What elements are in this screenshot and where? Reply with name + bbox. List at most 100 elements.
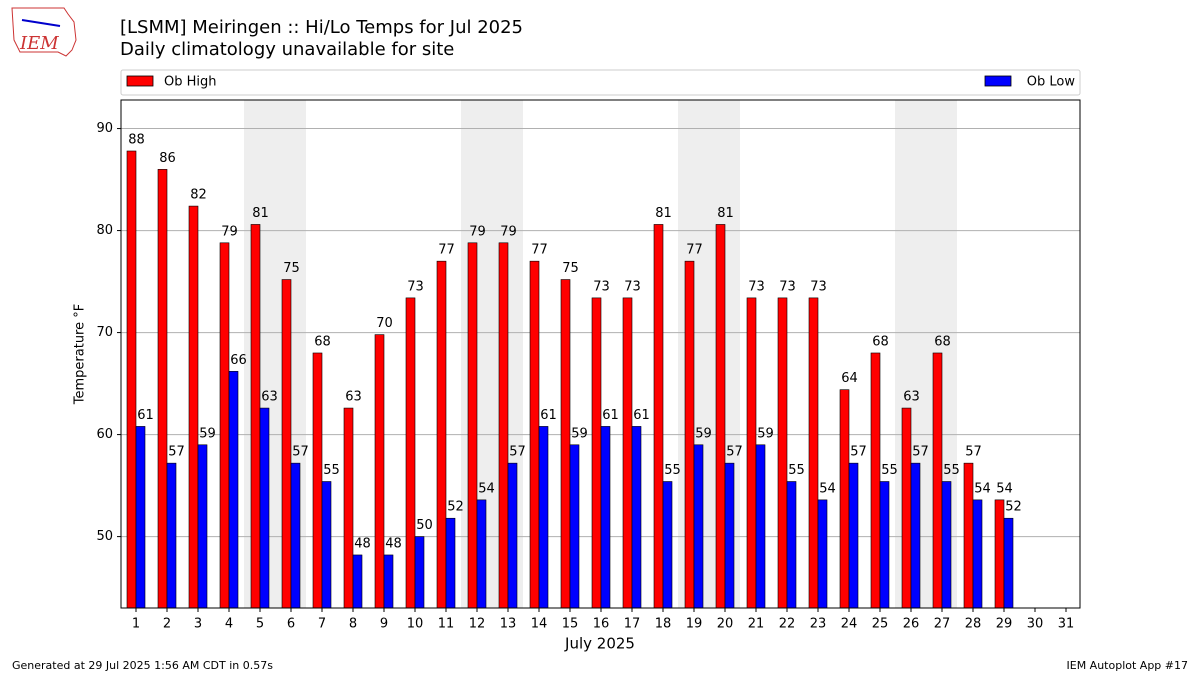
data-label: 57 xyxy=(965,445,982,460)
bar xyxy=(600,426,611,609)
bar xyxy=(529,260,540,609)
data-label: 57 xyxy=(292,445,309,460)
bar xyxy=(870,352,881,609)
y-tick-label: 50 xyxy=(96,529,113,544)
bar xyxy=(405,297,416,609)
data-label: 59 xyxy=(199,426,216,441)
bar xyxy=(414,536,425,609)
data-label: 59 xyxy=(695,426,712,441)
x-tick-label: 12 xyxy=(469,617,486,632)
bar xyxy=(228,371,239,609)
x-tick-label: 17 xyxy=(624,617,641,632)
data-label: 59 xyxy=(757,426,774,441)
bar xyxy=(188,205,199,609)
data-label: 73 xyxy=(810,279,827,294)
bar xyxy=(848,462,859,609)
bar xyxy=(166,462,177,609)
x-tick-label: 31 xyxy=(1058,617,1075,632)
x-tick-label: 11 xyxy=(438,617,455,632)
bar xyxy=(374,334,385,609)
data-label: 77 xyxy=(531,243,548,258)
data-label: 61 xyxy=(633,408,650,423)
data-label: 79 xyxy=(469,224,486,239)
data-label: 55 xyxy=(323,463,340,478)
data-label: 61 xyxy=(137,408,154,423)
data-label: 52 xyxy=(447,500,464,515)
data-label: 57 xyxy=(726,445,743,460)
data-label: 70 xyxy=(376,316,393,331)
logo: IEM xyxy=(11,7,77,57)
legend-swatch xyxy=(984,75,1012,87)
data-label: 68 xyxy=(934,334,951,349)
bar xyxy=(963,462,974,609)
bar xyxy=(746,297,757,609)
data-label: 54 xyxy=(819,481,836,496)
bar xyxy=(755,444,766,609)
x-tick-label: 20 xyxy=(717,617,734,632)
data-label: 55 xyxy=(881,463,898,478)
bar xyxy=(879,481,890,609)
bar xyxy=(445,517,456,609)
data-label: 61 xyxy=(540,408,557,423)
data-label: 86 xyxy=(159,151,176,166)
bar xyxy=(910,462,921,609)
x-tick-label: 18 xyxy=(655,617,672,632)
data-label: 57 xyxy=(912,445,929,460)
x-tick-label: 27 xyxy=(934,617,951,632)
data-label: 50 xyxy=(416,518,433,533)
x-tick-label: 5 xyxy=(256,617,264,632)
data-label: 48 xyxy=(354,536,371,551)
data-label: 75 xyxy=(283,261,300,276)
plot-frame xyxy=(120,99,1081,609)
bar xyxy=(994,499,1005,609)
data-label: 59 xyxy=(571,426,588,441)
data-label: 55 xyxy=(788,463,805,478)
bar xyxy=(507,462,518,609)
y-axis-label: Temperature °F xyxy=(73,304,88,405)
x-tick-label: 10 xyxy=(407,617,424,632)
bar xyxy=(901,407,912,609)
data-label: 54 xyxy=(974,481,991,496)
y-tick-label: 60 xyxy=(96,427,113,442)
bar xyxy=(662,481,673,609)
bar xyxy=(321,481,332,609)
bar xyxy=(259,407,270,609)
x-tick-label: 23 xyxy=(810,617,827,632)
data-label: 77 xyxy=(686,243,703,258)
bar xyxy=(817,499,828,609)
bar xyxy=(343,407,354,609)
bar xyxy=(281,279,292,609)
x-tick-label: 3 xyxy=(194,617,202,632)
legend xyxy=(120,69,1081,96)
x-tick-label: 25 xyxy=(872,617,889,632)
bar xyxy=(786,481,797,609)
data-label: 66 xyxy=(230,353,247,368)
bar xyxy=(476,499,487,609)
x-tick-label: 28 xyxy=(965,617,982,632)
x-tick-label: 14 xyxy=(531,617,548,632)
chart-subtitle: Daily climatology unavailable for site xyxy=(120,39,454,60)
bar xyxy=(560,279,571,609)
bar xyxy=(290,462,301,609)
data-label: 64 xyxy=(841,371,858,386)
x-tick-label: 16 xyxy=(593,617,610,632)
bar xyxy=(250,224,261,609)
footer-right: IEM Autoplot App #17 xyxy=(1067,659,1189,672)
bar xyxy=(538,426,549,609)
bar xyxy=(941,481,952,609)
x-tick-label: 29 xyxy=(996,617,1013,632)
x-tick-label: 13 xyxy=(500,617,517,632)
bar xyxy=(219,242,230,609)
bar xyxy=(693,444,704,609)
data-label: 61 xyxy=(602,408,619,423)
bar xyxy=(157,169,168,609)
chart-title: [LSMM] Meiringen :: Hi/Lo Temps for Jul … xyxy=(120,17,523,38)
data-label: 68 xyxy=(872,334,889,349)
data-label: 57 xyxy=(850,445,867,460)
x-tick-label: 24 xyxy=(841,617,858,632)
bar xyxy=(383,554,394,609)
data-label: 73 xyxy=(624,279,641,294)
data-label: 79 xyxy=(500,224,517,239)
legend-label: Ob High xyxy=(164,75,217,90)
